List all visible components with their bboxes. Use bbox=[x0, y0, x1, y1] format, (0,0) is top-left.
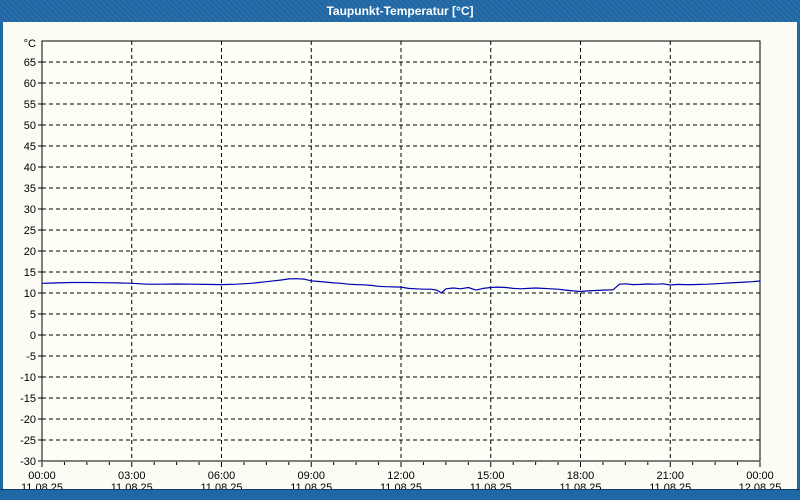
x-time-label: 03:00 bbox=[118, 470, 146, 482]
bottom-bar bbox=[0, 489, 800, 500]
y-tick-label: -25 bbox=[20, 435, 36, 447]
x-time-label: 21:00 bbox=[656, 470, 684, 482]
y-tick-label: 30 bbox=[24, 204, 36, 216]
y-tick-label: -5 bbox=[26, 351, 36, 363]
y-tick-label: 15 bbox=[24, 267, 36, 279]
x-time-label: 12:00 bbox=[387, 470, 415, 482]
y-axis-unit-label: °C bbox=[24, 38, 36, 50]
y-tick-label: 55 bbox=[24, 99, 36, 111]
x-time-label: 00:00 bbox=[28, 470, 56, 482]
y-tick-label: 0 bbox=[30, 330, 36, 342]
y-tick-label: -20 bbox=[20, 414, 36, 426]
y-tick-label: 5 bbox=[30, 309, 36, 321]
y-tick-label: 10 bbox=[24, 288, 36, 300]
y-tick-label: 40 bbox=[24, 162, 36, 174]
x-time-label: 06:00 bbox=[208, 470, 236, 482]
series-line-Taupunkt-Temperatur bbox=[41, 278, 761, 294]
left-frame-border bbox=[0, 22, 3, 500]
y-tick-label: 50 bbox=[24, 120, 36, 132]
x-time-label: 15:00 bbox=[477, 470, 505, 482]
window-title: Taupunkt-Temperatur [°C] bbox=[326, 4, 474, 18]
title-bar: Taupunkt-Temperatur [°C] bbox=[0, 0, 800, 22]
x-time-label: 18:00 bbox=[567, 470, 595, 482]
right-frame-border bbox=[797, 22, 800, 500]
y-tick-label: 25 bbox=[24, 225, 36, 237]
y-tick-label: 35 bbox=[24, 183, 36, 195]
y-tick-label: 60 bbox=[24, 78, 36, 90]
x-minor-ticks bbox=[63, 462, 739, 465]
y-tick-label: 45 bbox=[24, 141, 36, 153]
y-tick-label: 20 bbox=[24, 246, 36, 258]
y-tick-label: -30 bbox=[20, 456, 36, 468]
y-tick-label: -15 bbox=[20, 393, 36, 405]
y-tick-label: 65 bbox=[24, 57, 36, 69]
plot-border bbox=[41, 40, 761, 462]
y-tick-label: -10 bbox=[20, 372, 36, 384]
x-time-label: 00:00 bbox=[746, 470, 774, 482]
x-time-label: 09:00 bbox=[297, 470, 325, 482]
